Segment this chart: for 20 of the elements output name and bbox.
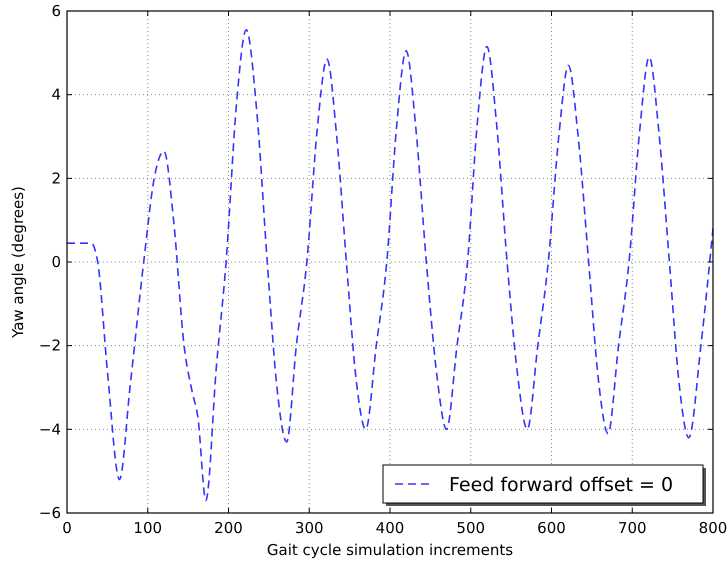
- x-tick-label: 300: [294, 519, 324, 537]
- y-tick-label: −4: [38, 420, 61, 438]
- legend-label: Feed forward offset = 0: [449, 474, 674, 496]
- x-tick-label: 400: [376, 519, 404, 537]
- x-tick-label: 600: [537, 519, 566, 537]
- line-series: [66, 29, 714, 502]
- x-tick-label: 0: [62, 519, 72, 537]
- y-tick-label: −2: [38, 336, 61, 355]
- x-tick-label: 100: [133, 519, 162, 537]
- y-tick-label: 6: [51, 2, 61, 20]
- x-tick-label: 200: [214, 519, 243, 537]
- y-tick-label: 0: [51, 253, 61, 271]
- x-axis-title: Gait cycle simulation increments: [266, 541, 514, 559]
- x-tick-label: 800: [698, 519, 727, 537]
- y-tick-label: 4: [51, 86, 61, 104]
- y-tick-label: 2: [51, 169, 61, 188]
- y-tick-label: −6: [38, 504, 61, 522]
- x-tick-label: 500: [456, 519, 486, 537]
- x-tick-label: 700: [618, 519, 647, 537]
- y-axis-title: Yaw angle (degrees): [9, 186, 27, 339]
